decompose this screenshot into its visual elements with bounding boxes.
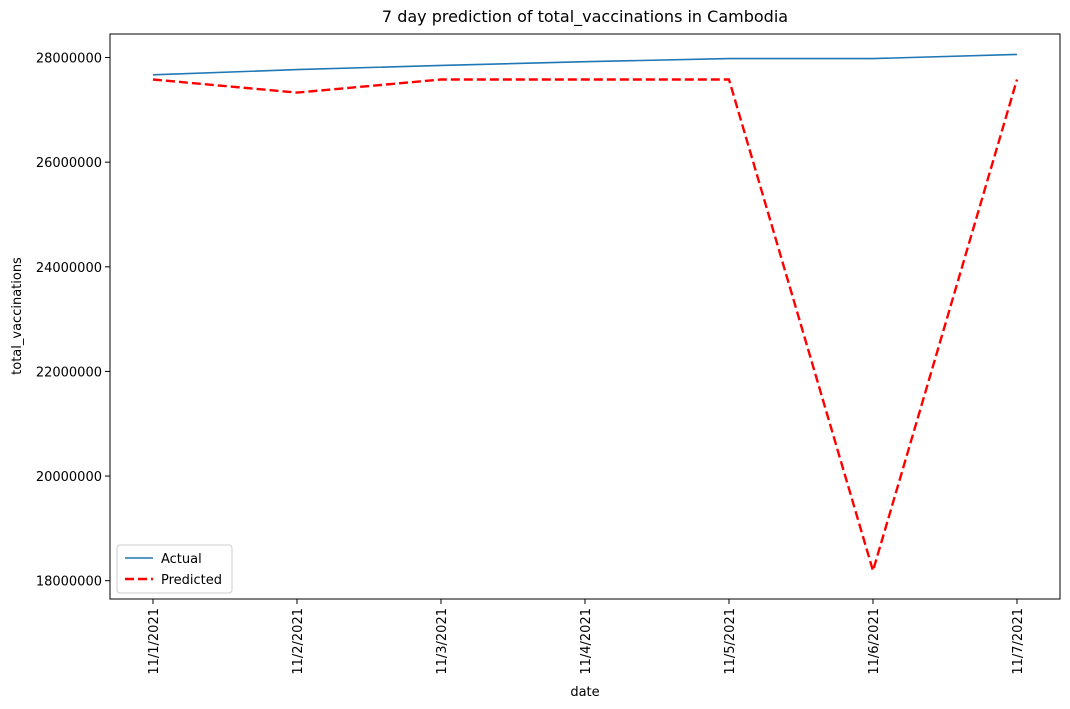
y-tick-label: 22000000 <box>36 365 102 380</box>
y-axis: 18000000 20000000 22000000 24000000 26000000… <box>36 52 110 590</box>
y-tick-label: 24000000 <box>36 261 102 276</box>
chart-title: 7 day prediction of total_vaccinations i… <box>382 7 788 27</box>
x-tick-label: 11/6/2021 <box>867 608 882 675</box>
x-tick-label: 11/1/2021 <box>147 608 162 675</box>
x-tick-label: 11/3/2021 <box>435 608 450 675</box>
y-axis-title: total_vaccinations <box>10 257 25 375</box>
legend-label-actual: Actual <box>161 552 202 567</box>
y-tick-label: 28000000 <box>36 52 102 67</box>
series-layer <box>152 53 1019 572</box>
legend-label-predicted: Predicted <box>161 573 222 588</box>
series-line-actual <box>152 53 1018 76</box>
legend: Actual Predicted <box>116 544 233 594</box>
x-tick-label: 11/2/2021 <box>291 608 306 675</box>
x-tick-label: 11/7/2021 <box>1011 608 1026 675</box>
y-tick-label: 20000000 <box>36 470 102 485</box>
y-tick-label: 26000000 <box>36 156 102 171</box>
y-tick-label: 18000000 <box>36 575 102 590</box>
x-axis: 11/1/2021 11/2/2021 11/3/2021 11/4/2021 11/5… <box>147 599 1026 675</box>
x-tick-label: 11/5/2021 <box>723 608 738 675</box>
x-tick-label: 11/4/2021 <box>579 608 594 675</box>
x-axis-title: date <box>570 685 599 700</box>
legend-box <box>116 544 233 594</box>
